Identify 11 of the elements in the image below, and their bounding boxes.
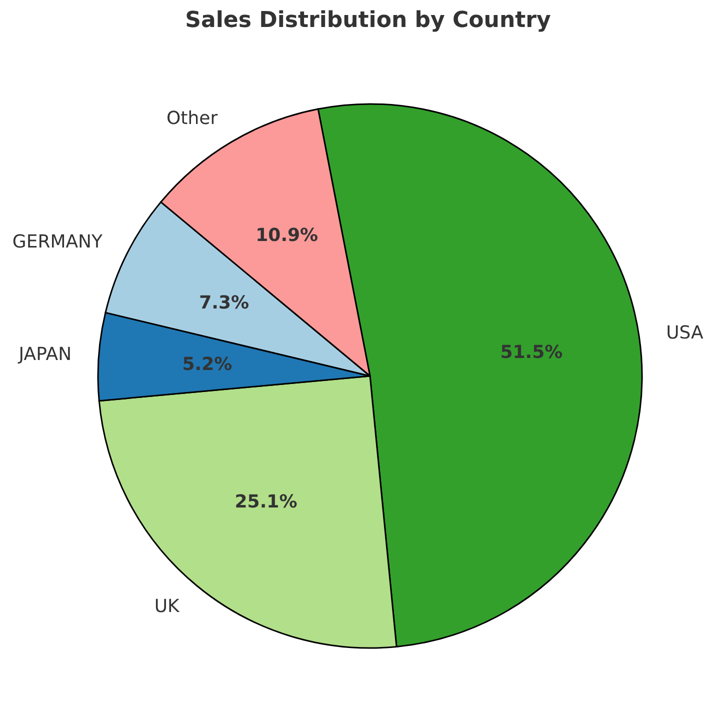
data-label: 25.1% <box>234 491 298 512</box>
data-label: 5.2% <box>182 354 232 375</box>
slice-label: Other <box>166 108 218 130</box>
slice-label: USA <box>666 322 704 344</box>
slice-label: GERMANY <box>12 231 104 252</box>
slice-label: JAPAN <box>18 344 72 366</box>
data-label: 51.5% <box>500 342 563 363</box>
chart-title: Sales Distribution by Country <box>184 7 552 35</box>
slice-label: UK <box>154 596 181 618</box>
data-label: 7.3% <box>199 292 250 314</box>
data-label: 10.9% <box>256 225 318 246</box>
